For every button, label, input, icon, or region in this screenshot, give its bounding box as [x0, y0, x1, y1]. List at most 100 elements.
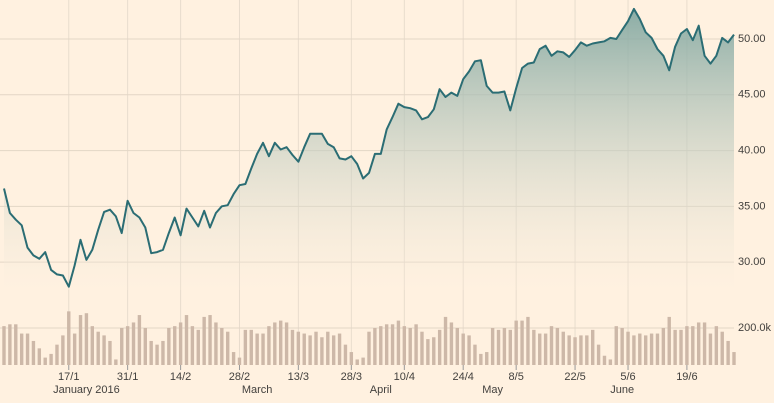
volume-bar	[538, 333, 542, 365]
volume-bar	[585, 335, 589, 365]
volume-bar	[685, 326, 689, 365]
volume-bar	[532, 329, 536, 365]
month-label: March	[242, 384, 273, 396]
x-tick-label: 17/1	[58, 371, 79, 383]
volume-bar	[667, 316, 671, 365]
volume-bar	[55, 344, 59, 365]
volume-bar	[261, 333, 265, 365]
volume-bar	[108, 340, 112, 365]
volume-bar	[43, 357, 47, 365]
volume-bar	[573, 337, 577, 365]
volume-bar	[732, 352, 736, 365]
volume-bar	[384, 324, 389, 365]
volume-bar	[149, 340, 153, 365]
volume-bar	[373, 328, 377, 365]
y-tick-label: 45.00	[738, 89, 766, 101]
volume-bar	[78, 315, 83, 365]
volume-bar	[620, 328, 624, 365]
volume-bar	[61, 335, 65, 365]
volume-bar	[196, 329, 200, 365]
volume-bar	[602, 355, 607, 365]
volume-bar	[102, 335, 106, 365]
volume-bar	[84, 313, 89, 365]
volume-bar	[173, 326, 177, 365]
volume-bar	[726, 340, 730, 365]
volume-bar	[125, 326, 130, 365]
volume-bar	[320, 337, 324, 365]
volume-bar	[473, 344, 477, 365]
volume-bar	[255, 333, 259, 365]
volume-bar	[2, 326, 6, 365]
y-tick-label: 35.00	[738, 200, 766, 212]
volume-bar	[708, 333, 713, 365]
volume-bar	[432, 337, 436, 365]
volume-bar	[502, 328, 507, 365]
volume-bar	[714, 326, 719, 365]
y-tick-label: 30.00	[738, 256, 766, 268]
volume-bar	[414, 324, 418, 365]
volume-bar	[396, 320, 401, 365]
month-label: January 2016	[53, 384, 120, 396]
volume-bar	[137, 315, 142, 365]
volume-bar	[467, 335, 471, 365]
volume-bar	[202, 316, 206, 365]
month-label: June	[610, 384, 634, 396]
x-tick-label: 28/3	[341, 371, 362, 383]
volume-bar	[655, 333, 660, 365]
volume-bar	[314, 331, 318, 365]
volume-bar	[14, 324, 18, 365]
volume-bar	[167, 328, 171, 365]
volume-bar	[114, 359, 118, 365]
volume-bar	[679, 329, 683, 365]
volume-bar	[638, 333, 642, 365]
volume-bar	[278, 320, 283, 365]
volume-bar	[96, 331, 100, 365]
volume-bar	[290, 329, 295, 365]
volume-bar	[479, 353, 483, 365]
volume-bar	[302, 333, 306, 365]
x-tick-label: 22/5	[564, 371, 585, 383]
volume-bar	[284, 322, 289, 365]
volume-bar	[549, 326, 554, 365]
volume-bar	[437, 329, 442, 365]
y-tick-label: 40.00	[738, 144, 766, 156]
volume-bar	[237, 357, 242, 365]
volume-bar	[526, 316, 530, 365]
x-tick-label: 14/2	[170, 371, 191, 383]
volume-bar	[520, 320, 524, 365]
volume-bar	[561, 331, 565, 365]
x-tick-label: 28/2	[229, 371, 250, 383]
volume-bar	[131, 322, 136, 365]
x-tick-label: 31/1	[117, 371, 138, 383]
volume-bar	[267, 326, 271, 365]
volume-bar	[579, 335, 583, 365]
x-tick-label: 19/6	[676, 371, 697, 383]
price-line	[3, 7, 735, 288]
volume-bar	[596, 344, 601, 365]
volume-bar	[308, 335, 312, 365]
volume-bar	[37, 348, 42, 365]
x-tick-label: 8/5	[509, 371, 524, 383]
volume-bar	[343, 344, 348, 365]
volume-bar	[426, 339, 430, 365]
volume-bar	[408, 328, 412, 365]
month-label: May	[482, 384, 503, 396]
volume-bar	[514, 320, 518, 365]
volume-bar	[508, 329, 512, 365]
volume-bar	[249, 329, 253, 365]
volume-bar	[632, 335, 636, 365]
volume-bar	[31, 340, 36, 365]
volume-bar	[402, 326, 407, 365]
volume-bar	[443, 316, 448, 365]
volume-bar	[178, 322, 183, 365]
volume-bar	[296, 331, 301, 365]
volume-bar	[143, 328, 147, 365]
volume-bar	[208, 315, 212, 365]
volume-bar	[155, 344, 159, 365]
volume-bar	[555, 328, 560, 365]
volume-bar	[461, 333, 465, 365]
volume-bar	[661, 328, 666, 365]
volume-bar	[567, 335, 571, 365]
volume-bar	[72, 333, 77, 365]
